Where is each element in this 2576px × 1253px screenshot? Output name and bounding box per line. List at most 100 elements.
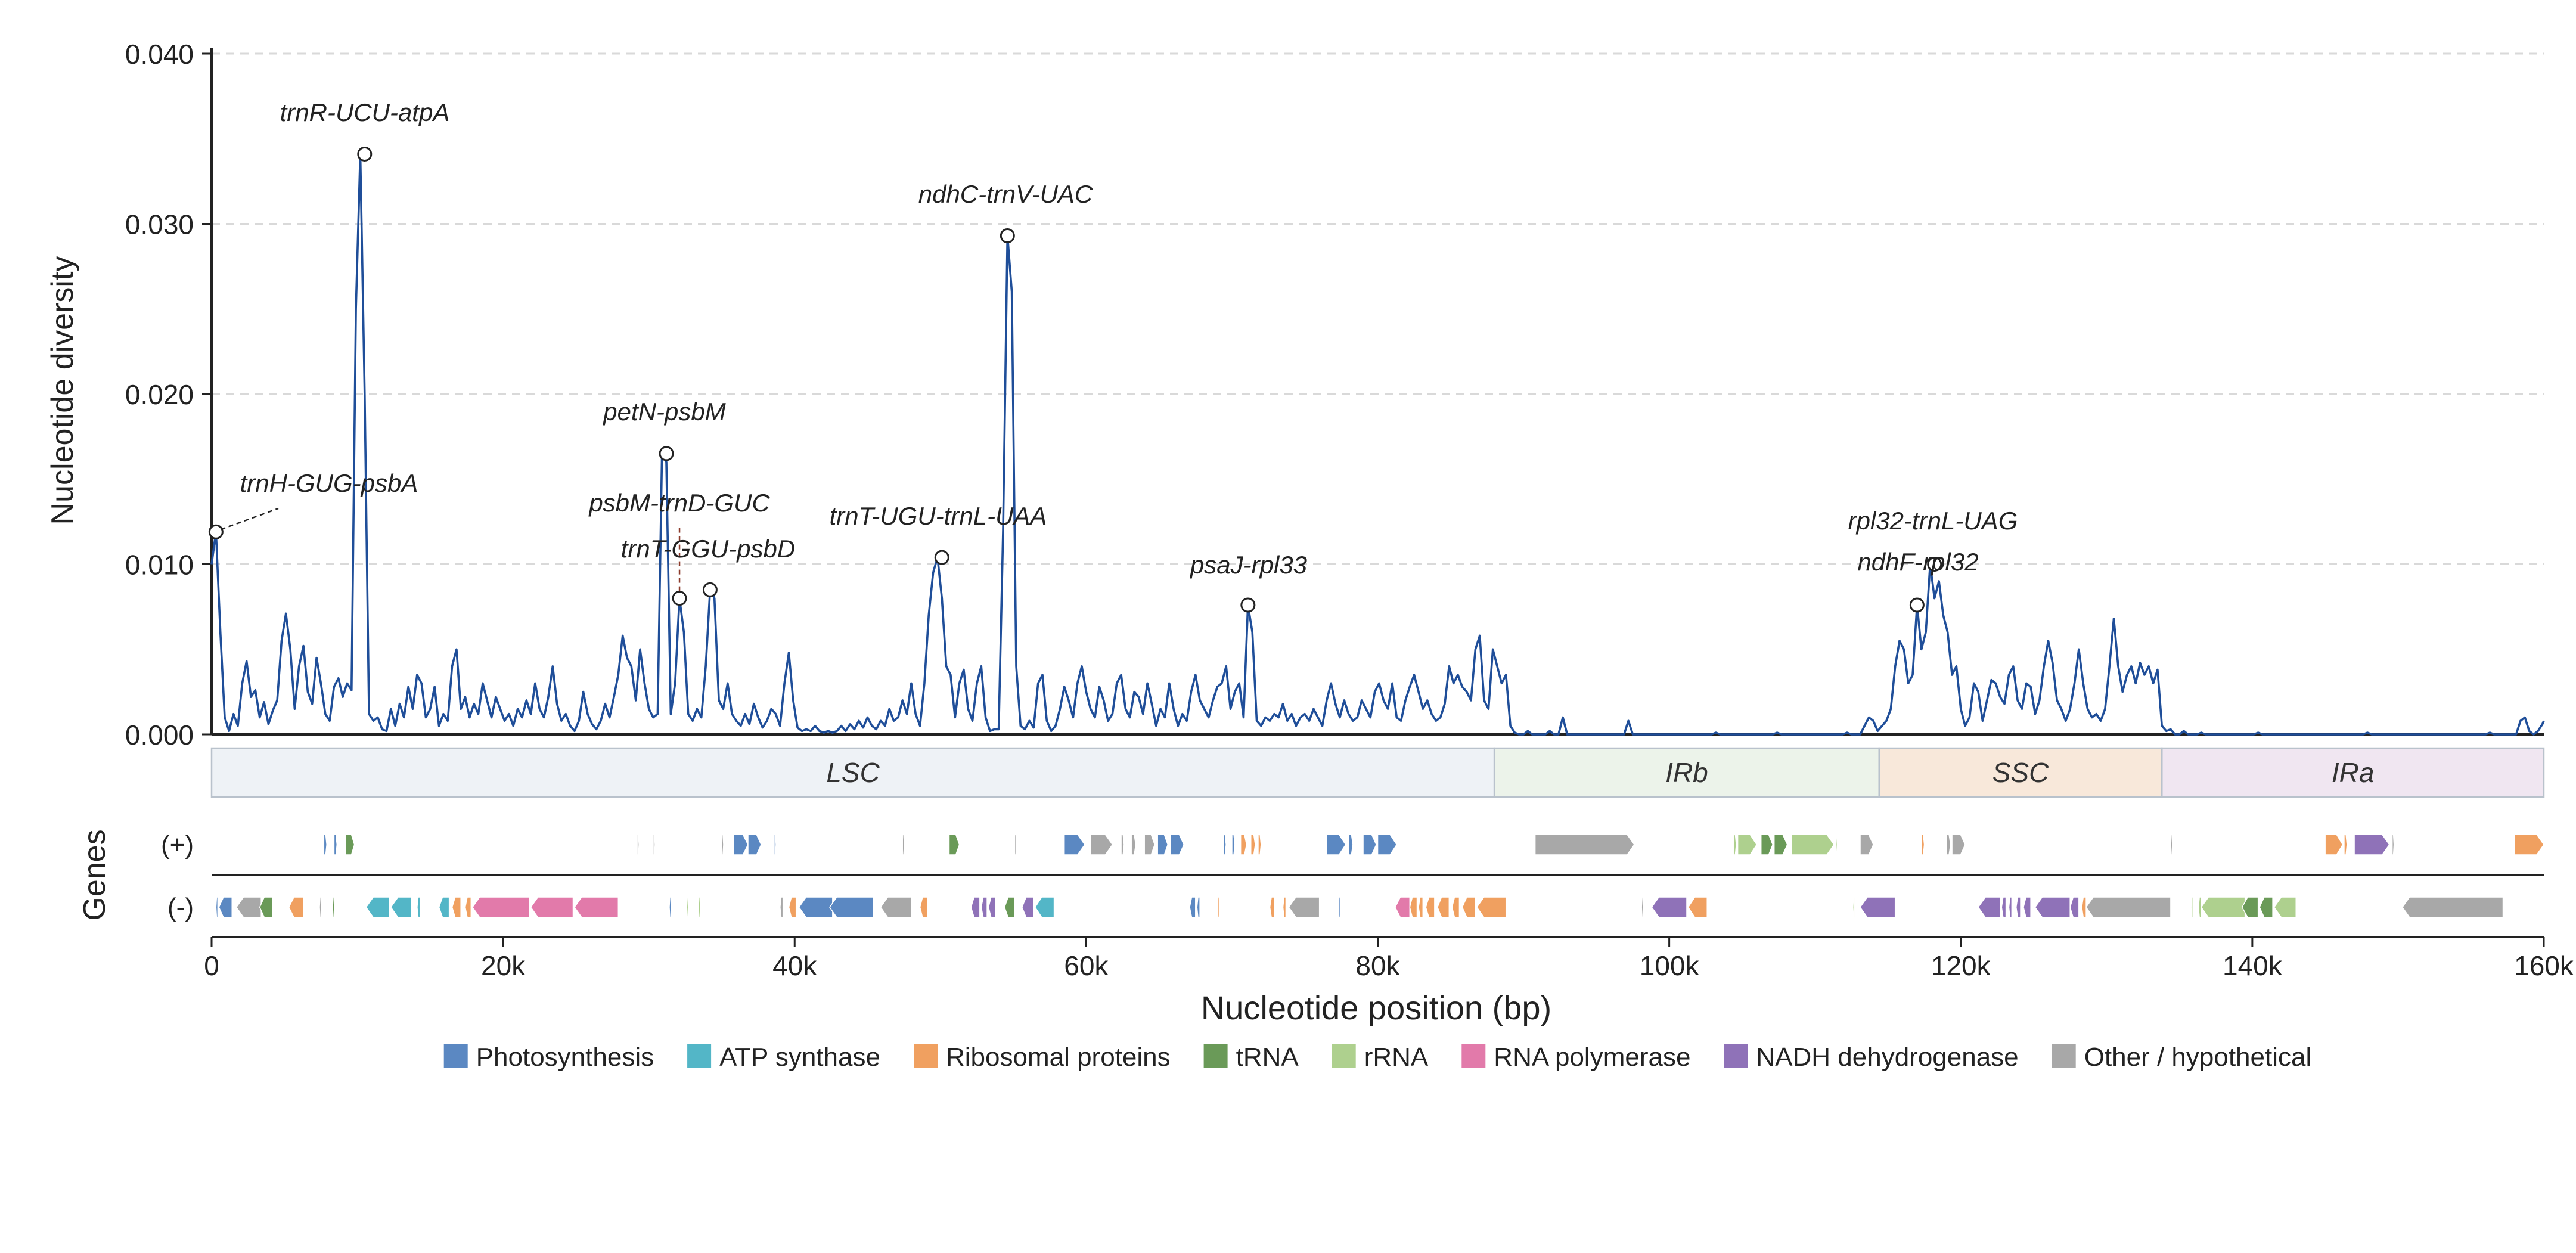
- gene-arrow: [1196, 897, 1200, 918]
- x-tick-label: 80k: [1355, 950, 1400, 981]
- region-block: [1493, 747, 1880, 798]
- legend-swatch: [1461, 1044, 1486, 1068]
- gene-arrow: [988, 897, 997, 918]
- gene-arrow: [1063, 834, 1085, 855]
- gene-arrow: [1269, 897, 1275, 918]
- peak-label: rpl32-trnL-UAG: [1848, 507, 2018, 535]
- gene-arrow: [1461, 897, 1476, 918]
- gene-arrow: [880, 897, 912, 918]
- peak-marker: [672, 591, 687, 606]
- gene-arrow: [1451, 897, 1460, 918]
- gene-arrow: [1216, 897, 1220, 918]
- gene-arrow: [1476, 897, 1507, 918]
- gene-arrow: [669, 897, 672, 918]
- gene-arrow: [1348, 834, 1354, 855]
- gene-arrow: [2273, 897, 2296, 918]
- region-label: IRa: [2332, 757, 2375, 788]
- x-axis-title: Nucleotide position (bp): [1201, 989, 1551, 1026]
- region-block: [2161, 747, 2545, 798]
- gene-arrow: [2259, 897, 2273, 918]
- peak-label: ndhF-rpl32: [1857, 548, 1978, 576]
- gene-arrow: [2190, 897, 2193, 918]
- gene-arrow: [333, 834, 338, 855]
- gene-arrow: [438, 897, 450, 918]
- peak-marker: [208, 524, 224, 539]
- peak-annotations: trnH-GUG-psbA trnR-UCU-atpA petN-psbM psbM-…: [208, 98, 2018, 613]
- x-tick-label: 60k: [1064, 950, 1109, 981]
- gene-arrow: [1014, 834, 1017, 855]
- x-tick-label: 140k: [2223, 950, 2283, 981]
- gene-arrow: [451, 897, 461, 918]
- legend-label: NADH dehydrogenase: [1756, 1043, 2018, 1072]
- legend-swatch: [443, 1044, 468, 1068]
- gene-arrow: [319, 897, 322, 918]
- legend-swatch: [1332, 1044, 1356, 1068]
- gene-arrow: [1282, 897, 1287, 918]
- gene-arrow: [1860, 897, 1896, 918]
- peak-marker: [1927, 557, 1942, 572]
- gene-arrow: [1189, 897, 1196, 918]
- x-tick-label: 0: [204, 950, 219, 981]
- gene-arrow: [1409, 897, 1418, 918]
- gene-arrow: [902, 834, 905, 855]
- legend-swatch: [687, 1044, 712, 1068]
- gene-arrow: [1773, 834, 1788, 855]
- peak-marker: [934, 550, 949, 565]
- gene-arrow: [1860, 834, 1874, 855]
- legend-item: RNA polymerase: [1461, 1043, 1690, 1072]
- gene-arrow: [1651, 897, 1687, 918]
- gene-arrow: [2008, 897, 2013, 918]
- legend-item: Other / hypothetical: [2052, 1043, 2311, 1072]
- gene-arrow: [1951, 834, 1966, 855]
- x-axis: 0 20k 40k 60k 80k 100k 120k 140k 160k: [204, 936, 2574, 981]
- peak-label: psbM-trnD-GUC: [588, 489, 770, 517]
- legend-label: Photosynthesis: [476, 1043, 654, 1072]
- gene-arrow: [733, 834, 749, 855]
- gene-arrow: [2015, 897, 2021, 918]
- gene-arrow: [2069, 897, 2080, 918]
- gene-arrow: [390, 897, 412, 918]
- gene-arrow: [530, 897, 574, 918]
- y-axis: 0.000 0.010 0.020 0.030 0.040: [125, 39, 2544, 750]
- legend-label: Ribosomal proteins: [946, 1043, 1171, 1072]
- gene-arrow: [1131, 834, 1137, 855]
- x-tick-label: 100k: [1640, 950, 1700, 981]
- gene-arrow: [235, 897, 262, 918]
- legend-swatch: [1724, 1044, 1748, 1068]
- gene-arrow: [345, 834, 355, 855]
- gene-arrow: [829, 897, 874, 918]
- peak-label: ndhC-trnV-UAC: [918, 180, 1093, 208]
- gene-arrow: [1436, 897, 1450, 918]
- gene-arrow: [1222, 834, 1227, 855]
- y-tick-label: 0.000: [125, 719, 194, 750]
- gene-arrow: [1418, 897, 1424, 918]
- gene-arrow: [574, 897, 619, 918]
- diversity-line-layer: [210, 153, 2545, 736]
- gene-arrow: [1377, 834, 1398, 855]
- strand-label: (-): [167, 893, 194, 922]
- gene-arrow: [1945, 834, 1951, 855]
- gene-arrow: [1760, 834, 1774, 855]
- peak-label: petN-psbM: [602, 398, 725, 426]
- gene-arrow: [1258, 834, 1262, 855]
- peak-marker: [1240, 597, 1256, 613]
- gene-arrow: [2401, 897, 2504, 918]
- y-tick-label: 0.040: [125, 39, 194, 70]
- legend-swatch: [2052, 1044, 2076, 1068]
- peak-marker: [659, 446, 674, 461]
- peak-label: trnR-UCU-atpA: [280, 98, 450, 126]
- gene-arrow: [1363, 834, 1377, 855]
- peak-label: psaJ-rpl33: [1189, 551, 1307, 579]
- gene-arrow: [653, 834, 656, 855]
- legend-swatch: [1203, 1044, 1228, 1068]
- gene-arrow: [1425, 897, 1435, 918]
- gene-arrow: [323, 834, 327, 855]
- peak-label: trnT-UGU-trnL-UAA: [830, 502, 1047, 530]
- legend-item: ATP synthase: [687, 1043, 880, 1072]
- x-tick-label: 160k: [2514, 950, 2574, 981]
- gene-arrow: [1144, 834, 1156, 855]
- peak-label: trnH-GUG-psbA: [240, 469, 418, 497]
- peak-marker: [702, 582, 718, 597]
- gene-arrow: [1920, 834, 1925, 855]
